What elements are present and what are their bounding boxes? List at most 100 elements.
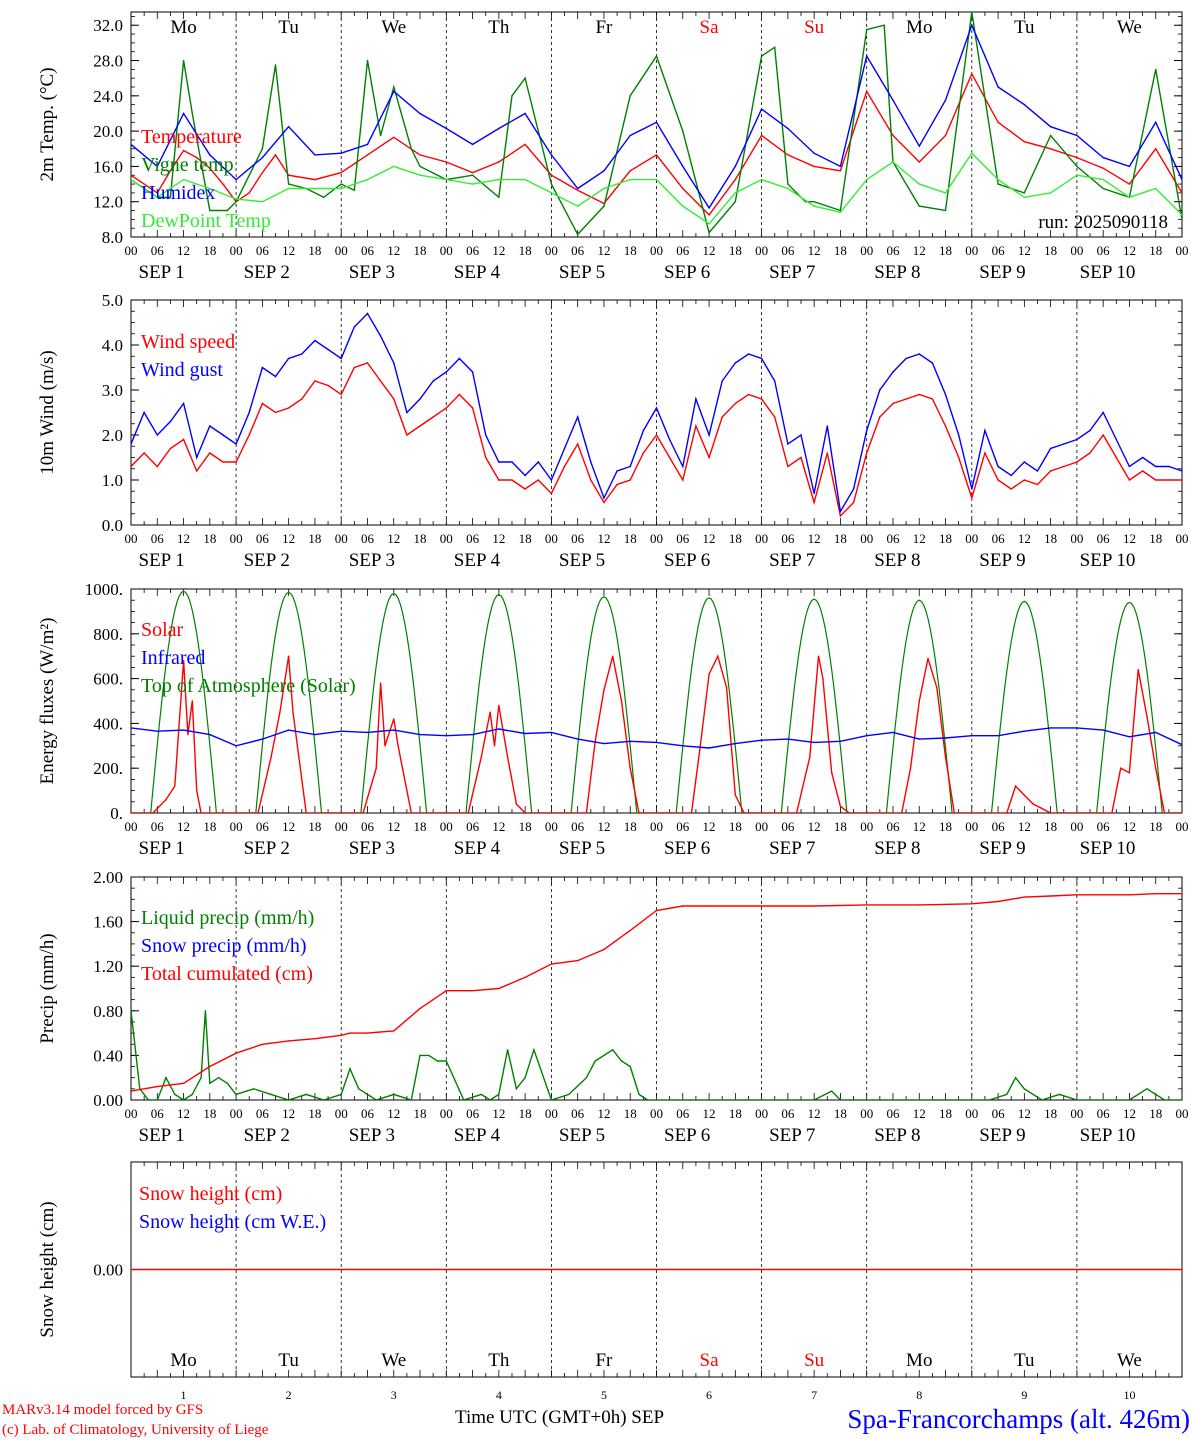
data-point: [156, 465, 158, 468]
data-point: [760, 134, 763, 137]
hour-label: 18: [1149, 1106, 1162, 1121]
data-point: [1102, 894, 1104, 896]
data-point: [787, 465, 789, 468]
y-axis-title: Snow height (cm): [37, 1201, 58, 1337]
data-point: [301, 398, 303, 400]
data-point: [787, 183, 789, 185]
hour-label: 06: [1097, 1106, 1111, 1121]
data-point: [668, 456, 671, 459]
toa-solar-curve: [131, 590, 237, 813]
hour-label: 12: [492, 531, 505, 546]
data-point: [445, 812, 447, 813]
data-point: [1155, 479, 1157, 481]
hour-label: 00: [1176, 531, 1189, 546]
data-point: [165, 1077, 167, 1079]
data-point: [287, 1040, 290, 1042]
date-label: SEP 7: [769, 262, 815, 283]
data-point: [410, 812, 412, 813]
data-point: [498, 479, 500, 481]
data-point: [747, 353, 750, 355]
date-label: SEP 9: [979, 550, 1025, 571]
y-axis-title: Energy fluxes (W/m²): [37, 618, 58, 785]
data-point: [235, 198, 237, 200]
data-point: [419, 165, 421, 168]
data-point: [143, 411, 145, 414]
data-point: [406, 434, 408, 436]
data-point: [997, 86, 999, 88]
toa-solar-curve: [971, 600, 1077, 813]
data-point: [182, 149, 185, 152]
hour-label: 18: [414, 243, 427, 258]
hour-label: 06: [886, 531, 900, 546]
data-point: [314, 733, 316, 736]
day-number-label: 7: [811, 1388, 817, 1402]
hour-label: 06: [151, 1106, 165, 1121]
data-point: [839, 170, 842, 172]
data-point: [782, 812, 785, 813]
hour-label: 18: [308, 1106, 321, 1121]
date-label: SEP 6: [664, 262, 710, 283]
data-point: [616, 470, 618, 472]
data-point: [410, 148, 412, 150]
date-label: SEP 6: [664, 550, 710, 571]
data-point: [585, 1077, 588, 1079]
hour-label: 00: [230, 531, 243, 546]
data-point: [673, 1099, 675, 1100]
y-tick-label: 400.: [93, 714, 123, 733]
data-point: [493, 745, 496, 747]
data-point: [997, 735, 999, 737]
data-point: [274, 375, 277, 378]
data-point: [182, 402, 185, 405]
data-point: [944, 756, 947, 758]
weekday-label: We: [381, 17, 406, 38]
data-point: [445, 127, 447, 130]
data-point: [498, 704, 500, 707]
day-number-label: 10: [1123, 1388, 1135, 1402]
data-point: [1006, 812, 1008, 813]
data-point: [1181, 178, 1182, 181]
legend-entry: Humidex: [141, 182, 215, 204]
hour-label: 18: [1044, 819, 1057, 834]
plot-area: [131, 12, 1182, 236]
data-point: [866, 735, 868, 737]
data-point: [734, 794, 736, 796]
data-point: [1049, 148, 1052, 150]
toa-solar-curve: [1076, 601, 1182, 813]
data-point: [550, 154, 553, 156]
data-point: [1181, 192, 1182, 194]
data-point: [918, 700, 920, 702]
hour-label: 18: [308, 243, 321, 258]
data-point: [879, 389, 881, 391]
hour-label: 18: [939, 1106, 952, 1121]
data-point: [760, 398, 763, 400]
hour-label: 12: [597, 243, 610, 258]
hour-label: 12: [913, 1106, 926, 1121]
data-point: [463, 1099, 465, 1100]
plot-area: [131, 590, 1182, 813]
data-point: [1128, 465, 1131, 468]
weekday-label: We: [1117, 1350, 1142, 1371]
data-point: [209, 1082, 211, 1085]
data-point: [988, 1099, 990, 1100]
data-point: [384, 745, 386, 747]
data-point: [927, 657, 929, 660]
data-point: [839, 165, 842, 168]
data-point: [419, 1054, 421, 1057]
data-point: [1155, 731, 1157, 734]
legend-entry: Temperature: [141, 126, 242, 148]
data-point: [603, 187, 605, 190]
hour-label: 18: [203, 1106, 216, 1121]
data-point: [813, 1099, 815, 1100]
data-point: [248, 411, 250, 414]
data-point: [537, 130, 539, 132]
data-point: [287, 357, 290, 360]
y-tick-label: 16.0: [93, 157, 123, 176]
hour-label: 18: [203, 819, 216, 834]
date-label: SEP 2: [244, 838, 290, 859]
hour-label: 00: [545, 531, 558, 546]
data-point: [892, 402, 894, 405]
data-point: [314, 339, 316, 342]
day-number-label: 3: [391, 1388, 397, 1402]
data-point: [314, 187, 316, 190]
data-point: [603, 501, 605, 504]
